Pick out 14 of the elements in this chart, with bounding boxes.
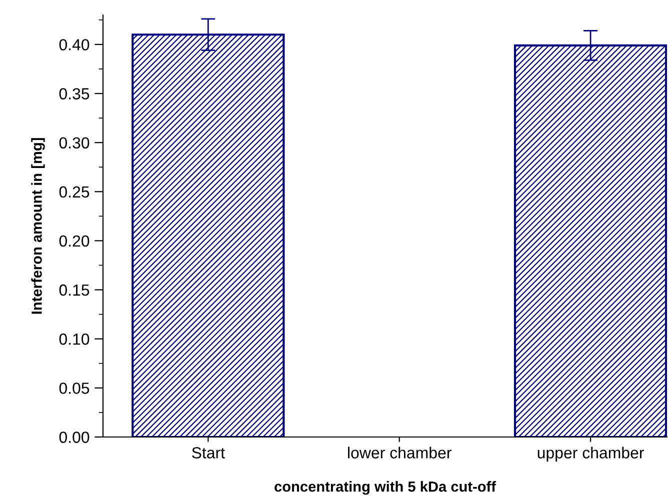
y-tick-label: 0.00 [59, 432, 90, 443]
y-tick-label: 0.40 [59, 39, 90, 50]
y-axis-title: Interferon amount in [mg] [31, 138, 45, 314]
x-axis-title: concentrating with 5 kDa cut-off [274, 481, 496, 495]
y-tick-label: 0.35 [59, 88, 90, 100]
x-tick-label: lower chamber [348, 446, 452, 458]
y-tick-label: 0.10 [59, 333, 90, 345]
y-tick-label: 0.25 [59, 186, 90, 198]
y-tick-label: 0.20 [59, 235, 90, 247]
x-tick-label: Start [192, 447, 225, 458]
y-tick-label: 0.05 [59, 382, 90, 394]
x-tick-label: upper chamber [538, 446, 644, 462]
y-tick-label: 0.15 [59, 284, 90, 296]
y-tick-label: 0.30 [59, 137, 90, 149]
